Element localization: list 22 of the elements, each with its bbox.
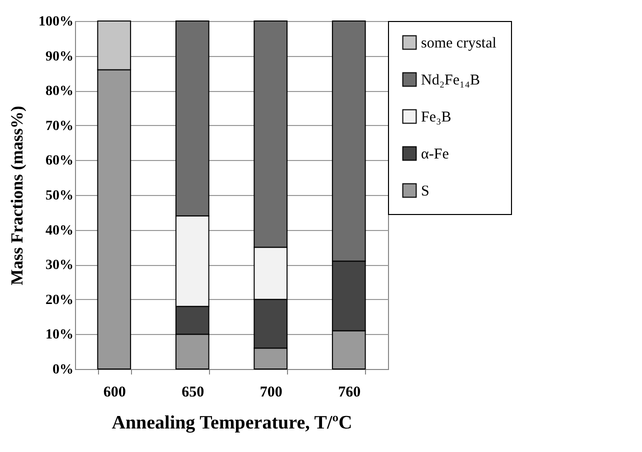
legend-label: Fe₃B [421, 110, 452, 126]
y-tick-label: 70% [46, 118, 74, 134]
y-tick-label: 50% [46, 188, 74, 204]
x-tick-label: 650 [182, 384, 204, 400]
legend-label: Nd₂Fe₁₄B [421, 72, 480, 88]
x-tick-label: 700 [260, 384, 282, 400]
x-tick-label: 600 [103, 384, 126, 400]
y-tick-label: 90% [46, 49, 74, 64]
y-tick-label: 0% [52, 362, 74, 378]
y-tick-label: 20% [46, 292, 74, 308]
y-tick-label: 10% [46, 328, 74, 343]
x-axis-title: Annealing Temperature, T/ºC [112, 412, 352, 434]
y-tick-label: 30% [46, 258, 74, 274]
x-tick-label: 760 [338, 384, 361, 400]
y-tick-label: 60% [46, 154, 74, 169]
y-tick-label: 40% [46, 223, 74, 238]
legend-label: α-Fe [421, 146, 450, 162]
y-tick-label: 80% [46, 84, 74, 100]
y-axis-title: Mass Fractions (mass%) [8, 106, 26, 286]
legend-label: some crystal [421, 36, 496, 52]
y-tick-label: 100% [38, 14, 74, 30]
legend-label: S [421, 184, 430, 200]
